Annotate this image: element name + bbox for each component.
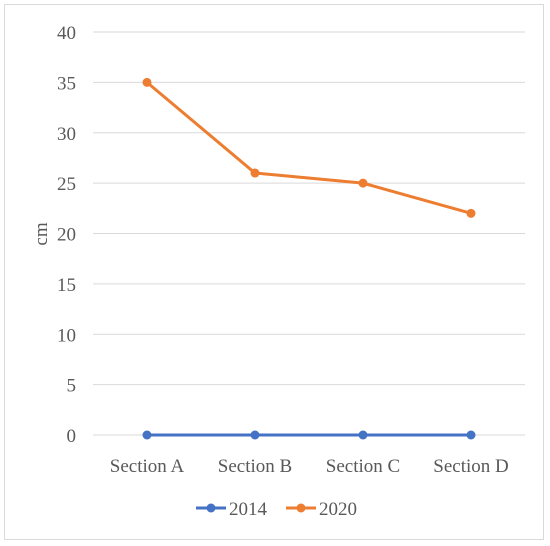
data-point	[358, 178, 368, 188]
data-point	[142, 430, 152, 440]
x-tick-label: Section D	[433, 456, 508, 477]
x-tick-labels: Section A Section B Section C Section D	[110, 456, 509, 477]
y-tick-label: 5	[67, 376, 77, 397]
data-point	[466, 430, 476, 440]
legend: 2014 2020	[196, 499, 357, 520]
series-group	[142, 77, 476, 440]
y-tick-label: 35	[57, 73, 76, 94]
legend-item: 2014	[196, 499, 268, 520]
legend-label: 2020	[319, 499, 357, 520]
series-2014	[142, 430, 476, 440]
chart-frame	[4, 4, 544, 540]
y-tick-label: 10	[57, 325, 76, 346]
data-point	[142, 77, 152, 87]
series-line	[146, 81, 472, 215]
legend-marker	[296, 503, 306, 513]
data-point	[250, 430, 260, 440]
y-tick-label: 40	[57, 23, 76, 44]
y-tick-label: 30	[57, 124, 76, 145]
y-tick-label: 0	[67, 426, 77, 447]
x-tick-label: Section C	[326, 456, 400, 477]
x-tick-label: Section A	[110, 456, 185, 477]
y-tick-labels: 0 5 10 15 20 25 30 35 40	[57, 23, 76, 447]
legend-marker	[206, 503, 216, 513]
data-point	[358, 430, 368, 440]
data-point	[466, 208, 476, 218]
series-2020	[142, 77, 476, 218]
y-tick-label: 25	[57, 174, 76, 195]
legend-item: 2020	[286, 499, 357, 520]
y-tick-label: 15	[57, 275, 76, 296]
y-axis-title: cm	[31, 222, 52, 245]
legend-label: 2014	[229, 499, 268, 520]
data-point	[250, 168, 260, 178]
x-tick-label: Section B	[218, 456, 292, 477]
y-tick-label: 20	[57, 225, 76, 246]
